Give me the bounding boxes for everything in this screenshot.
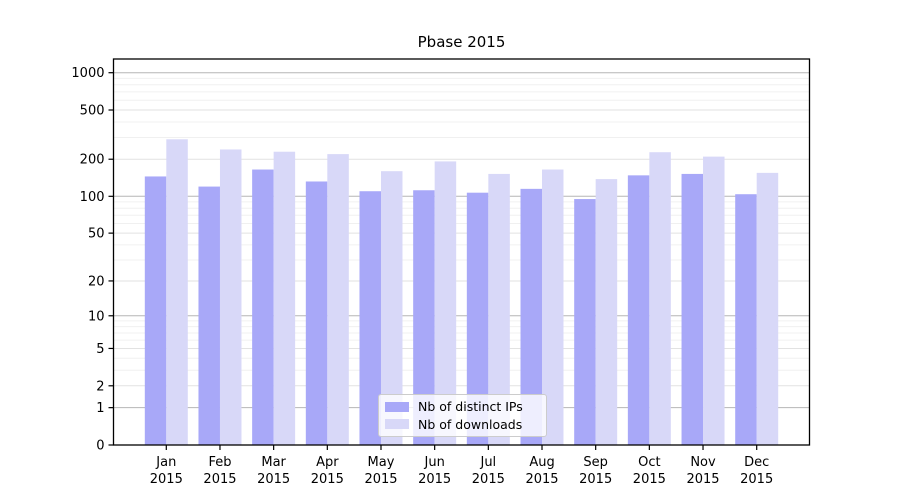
legend: Nb of distinct IPs Nb of downloads — [378, 394, 547, 437]
bar-distinct-ips-oct — [627, 175, 650, 446]
x-tick-label-sep: Sep — [583, 455, 608, 470]
legend-label-downloads: Nb of downloads — [418, 416, 523, 432]
x-tick-label-apr: Apr — [316, 455, 339, 470]
x-tick-year-apr: 2015 — [311, 472, 344, 487]
legend-swatch-distinct-ips — [385, 401, 409, 412]
y-tick-label-200: 200 — [80, 153, 105, 168]
bar-distinct-ips-jul — [466, 192, 489, 445]
x-tick-label-aug: Aug — [529, 455, 554, 470]
bar-downloads-jun — [434, 161, 457, 446]
bar-distinct-ips-jan — [144, 176, 167, 445]
legend-swatch-downloads — [385, 419, 409, 430]
x-tick-year-jun: 2015 — [418, 472, 451, 487]
x-tick-label-oct: Oct — [638, 455, 660, 470]
y-tick-label-0: 0 — [96, 439, 104, 454]
bar-downloads-feb — [219, 149, 242, 445]
bar-downloads-jan — [166, 139, 188, 445]
x-tick-year-nov: 2015 — [686, 472, 719, 487]
bar-downloads-apr — [327, 154, 349, 446]
x-tick-label-jul: Jul — [479, 455, 496, 470]
y-tick-label-5: 5 — [96, 342, 104, 357]
bar-downloads-nov — [703, 156, 725, 445]
chart-title: Pbase 2015 — [417, 33, 506, 51]
y-tick-label-2: 2 — [96, 379, 104, 394]
bar-distinct-ips-feb — [198, 186, 220, 445]
y-tick-label-100: 100 — [80, 190, 105, 205]
legend-item-downloads: Nb of downloads — [385, 417, 540, 432]
y-tick-label-1000: 1000 — [71, 66, 104, 81]
y-tick-label-500: 500 — [80, 104, 105, 119]
x-tick-year-mar: 2015 — [257, 472, 290, 487]
x-tick-label-dec: Dec — [744, 455, 769, 470]
bar-distinct-ips-aug — [520, 188, 543, 445]
bar-downloads-dec — [756, 172, 779, 445]
bar-downloads-aug — [542, 169, 564, 445]
y-tick-label-1: 1 — [96, 401, 104, 416]
x-tick-label-may: May — [368, 455, 395, 470]
x-tick-label-jan: Jan — [155, 455, 176, 470]
bar-downloads-mar — [273, 151, 296, 445]
x-tick-year-oct: 2015 — [633, 472, 666, 487]
plot-border — [112, 58, 811, 446]
x-tick-label-nov: Nov — [690, 455, 716, 470]
x-tick-year-jul: 2015 — [472, 472, 505, 487]
bar-downloads-jul — [488, 173, 510, 446]
x-tick-year-aug: 2015 — [525, 472, 558, 487]
bar-distinct-ips-nov — [681, 173, 704, 446]
bar-downloads-oct — [649, 152, 671, 445]
x-tick-year-dec: 2015 — [740, 472, 773, 487]
x-tick-label-mar: Mar — [261, 455, 286, 470]
bar-downloads-sep — [595, 179, 618, 445]
x-tick-year-feb: 2015 — [203, 472, 236, 487]
bar-distinct-ips-jun — [413, 190, 435, 445]
bar-downloads-may — [380, 171, 403, 445]
y-tick-label-20: 20 — [88, 274, 105, 289]
y-tick-label-10: 10 — [88, 309, 105, 324]
x-tick-year-sep: 2015 — [579, 472, 612, 487]
y-tick-label-50: 50 — [88, 227, 105, 242]
bar-distinct-ips-mar — [252, 169, 274, 445]
x-tick-label-feb: Feb — [208, 455, 231, 470]
bar-distinct-ips-may — [359, 191, 381, 445]
bar-distinct-ips-dec — [735, 194, 757, 445]
legend-label-distinct-ips: Nb of distinct IPs — [418, 399, 523, 415]
legend-item-distinct-ips: Nb of distinct IPs — [385, 399, 540, 414]
x-tick-label-jun: Jun — [424, 455, 445, 470]
bar-distinct-ips-sep — [574, 199, 596, 445]
x-tick-year-jan: 2015 — [150, 472, 183, 487]
bar-distinct-ips-apr — [305, 181, 328, 445]
x-tick-year-may: 2015 — [364, 472, 397, 487]
